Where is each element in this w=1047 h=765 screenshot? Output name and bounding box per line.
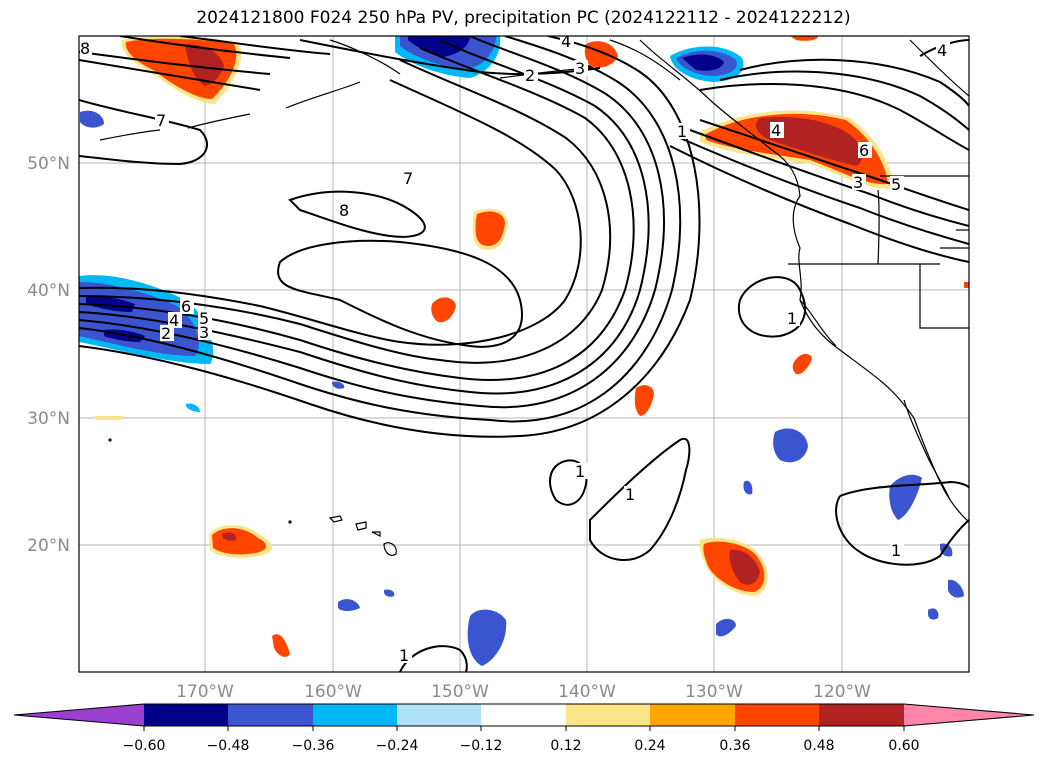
contour-label-3b: 3 (575, 59, 585, 78)
contour-label-8: 8 (339, 201, 349, 220)
latitude-labels: 50°N 40°N 30°N 20°N (27, 154, 70, 556)
contour-label-1c: 1 (625, 485, 635, 504)
coastlines (99, 39, 969, 523)
contour-label-5: 5 (199, 309, 209, 328)
colorbar-segment-3 (313, 704, 397, 726)
colorbar-segment-8 (735, 704, 819, 726)
map-title: 2024121800 F024 250 hPa PV, precipitatio… (196, 8, 851, 28)
contour-label-4: 4 (169, 311, 179, 330)
colorbar-tick: 0.24 (634, 738, 665, 754)
contour-label-6: 6 (181, 297, 191, 316)
colorbar-segment-4 (397, 704, 481, 726)
lon-label-170w: 170°W (176, 682, 234, 702)
contour-label-2: 2 (161, 324, 171, 343)
colorbar-tick: −0.12 (460, 738, 503, 754)
lon-label-130w: 130°W (685, 682, 743, 702)
contour-labels: 8 7 6 5 4 3 2 1 1 1 1 1 2 3 4 5 6 7 8 1 … (80, 32, 950, 665)
pv-contours (79, 36, 969, 672)
contour-label-1f: 1 (677, 122, 687, 141)
colorbar: −0.60 −0.48 −0.36 −0.24 −0.12 0.12 0.24 … (13, 703, 1035, 754)
lat-label-30n: 30°N (27, 409, 70, 429)
lon-label-160w: 160°W (304, 682, 362, 702)
contour-label-8b: 8 (80, 39, 90, 58)
colorbar-tick: 0.48 (803, 738, 834, 754)
contour-label-6b: 6 (859, 141, 869, 160)
colorbar-segment-1 (144, 704, 228, 726)
contour-label-4c: 4 (937, 41, 947, 60)
hawaii-islands (108, 438, 397, 556)
longitude-labels: 170°W 160°W 150°W 140°W 130°W 120°W (176, 682, 871, 702)
colorbar-tick: 0.36 (719, 738, 750, 754)
lon-label-150w: 150°W (431, 682, 489, 702)
colorbar-tick: −0.24 (376, 738, 419, 754)
colorbar-tick: 0.12 (550, 738, 581, 754)
lat-label-20n: 20°N (27, 536, 70, 556)
colorbar-segment-9 (819, 704, 904, 726)
contour-label-1e: 1 (399, 646, 409, 665)
contour-label-7: 7 (403, 169, 413, 188)
colorbar-segment-10 (904, 704, 1034, 726)
contour-label-3c: 3 (853, 173, 863, 192)
colorbar-tick: 0.60 (888, 738, 919, 754)
lon-label-120w: 120°W (813, 682, 871, 702)
contour-label-2b: 2 (525, 66, 535, 85)
contour-label-3: 3 (199, 323, 209, 342)
contour-label-1a: 1 (787, 309, 797, 328)
contour-label-4d: 4 (561, 32, 571, 51)
contour-label-1d: 1 (891, 541, 901, 560)
colorbar-segment-2 (228, 704, 313, 726)
colorbar-segment-6 (566, 704, 650, 726)
lat-label-50n: 50°N (27, 154, 70, 174)
contour-label-4b: 4 (771, 121, 781, 140)
colorbar-tick: −0.36 (292, 738, 335, 754)
colorbar-tick: −0.60 (123, 738, 166, 754)
colorbar-segment-0 (14, 704, 144, 726)
colorbar-tick: −0.48 (207, 738, 250, 754)
lon-label-140w: 140°W (558, 682, 616, 702)
colorbar-segment-5 (481, 704, 566, 726)
contour-label-1b: 1 (575, 462, 585, 481)
colorbar-segment-7 (650, 704, 735, 726)
contour-label-5b: 5 (891, 175, 901, 194)
lat-label-40n: 40°N (27, 281, 70, 301)
contour-label-7b: 7 (156, 111, 166, 130)
map-frame (78, 35, 970, 673)
